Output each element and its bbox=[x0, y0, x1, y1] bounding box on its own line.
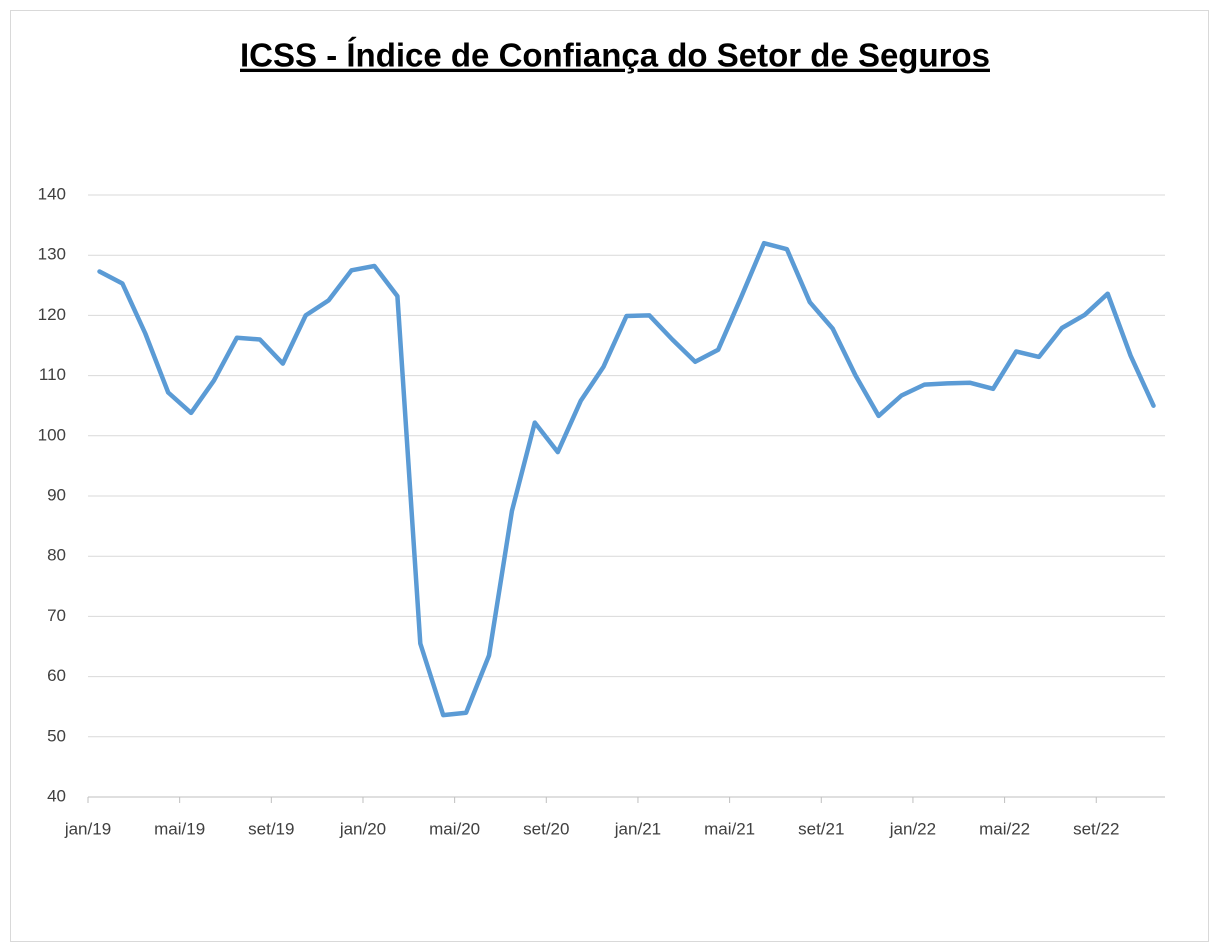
x-tick-label: mai/22 bbox=[979, 819, 1030, 838]
y-tick-label: 50 bbox=[47, 726, 66, 745]
chart-border bbox=[10, 10, 1209, 942]
y-tick-label: 40 bbox=[47, 786, 66, 805]
x-tick-label: set/22 bbox=[1073, 819, 1119, 838]
x-tick-label: set/21 bbox=[798, 819, 844, 838]
x-tick-label: jan/19 bbox=[64, 819, 111, 838]
y-tick-label: 120 bbox=[38, 305, 66, 324]
x-tick-label: mai/21 bbox=[704, 819, 755, 838]
chart-title: ICSS - Índice de Confiança do Setor de S… bbox=[240, 37, 990, 74]
x-tick-label: jan/20 bbox=[339, 819, 386, 838]
y-tick-label: 70 bbox=[47, 606, 66, 625]
y-tick-label: 100 bbox=[38, 425, 66, 444]
x-tick-label: set/19 bbox=[248, 819, 294, 838]
x-tick-label: mai/19 bbox=[154, 819, 205, 838]
x-tick-label: jan/21 bbox=[614, 819, 661, 838]
x-tick-label: set/20 bbox=[523, 819, 569, 838]
data-line bbox=[97, 240, 1156, 718]
x-tick-label: mai/20 bbox=[429, 819, 480, 838]
y-tick-label: 60 bbox=[47, 666, 66, 685]
y-tick-label: 110 bbox=[39, 365, 66, 384]
y-tick-label: 80 bbox=[47, 546, 66, 565]
y-tick-label: 130 bbox=[38, 245, 66, 264]
y-tick-label: 90 bbox=[47, 485, 66, 504]
y-tick-label: 140 bbox=[38, 184, 66, 203]
x-tick-label: jan/22 bbox=[889, 819, 936, 838]
